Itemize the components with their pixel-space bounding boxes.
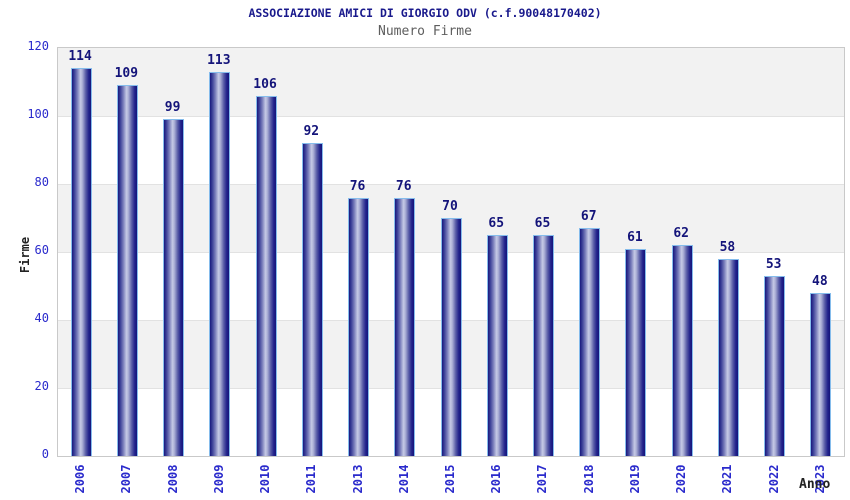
plot-area (57, 47, 845, 457)
xtick-label-2009: 2009 (211, 464, 226, 494)
bar-2020 (671, 245, 693, 456)
xtick-label-2014: 2014 (396, 464, 411, 494)
bar-value-label-2021: 58 (719, 239, 736, 255)
bar-2010 (255, 95, 277, 456)
bar-value-label-2007: 109 (114, 66, 139, 82)
bar-value-label-2011: 92 (303, 124, 320, 140)
xtick-label-2021: 2021 (720, 464, 735, 494)
bar-value-label-2018: 67 (580, 209, 597, 225)
xtick-label-2006: 2006 (73, 464, 88, 494)
ytick-label-120: 120 (27, 39, 49, 53)
ytick-label-80: 80 (34, 175, 49, 189)
bar-2016 (486, 235, 508, 456)
gridline-80 (58, 184, 844, 185)
xtick-label-2018: 2018 (581, 464, 596, 494)
bar-value-label-2010: 106 (253, 76, 277, 92)
bar-value-label-2022: 53 (765, 256, 782, 272)
bar-2008 (163, 119, 185, 456)
bar-2021 (717, 258, 739, 456)
xtick-label-2015: 2015 (443, 464, 457, 494)
bar-2014 (394, 197, 416, 456)
xtick-label-2007: 2007 (119, 464, 134, 494)
ytick-label-60: 60 (34, 243, 49, 257)
xtick-label-2020: 2020 (674, 464, 689, 494)
ytick-label-100: 100 (27, 107, 49, 121)
bar-2019 (625, 248, 647, 456)
bar-value-label-2009: 113 (207, 52, 231, 68)
ytick-label-20: 20 (34, 379, 49, 393)
chart-title: ASSOCIAZIONE AMICI DI GIORGIO ODV (c.f.9… (248, 6, 602, 20)
xtick-label-2010: 2010 (258, 464, 273, 494)
xtick-label-2017: 2017 (535, 464, 550, 494)
bar-2011 (301, 143, 323, 456)
bar-2023 (810, 292, 832, 456)
bar-2006 (70, 68, 92, 456)
bar-value-label-2019: 61 (627, 229, 643, 245)
bar-2018 (579, 228, 601, 456)
bar-value-label-2020: 62 (673, 226, 689, 242)
bar-2007 (116, 85, 138, 456)
bar-value-label-2006: 114 (68, 49, 92, 65)
bar-value-label-2015: 70 (442, 199, 458, 214)
bar-2013 (348, 197, 370, 456)
bar-2009 (209, 71, 231, 456)
bar-2022 (764, 275, 786, 456)
bar-value-label-2023: 48 (812, 273, 828, 289)
chart-subtitle: Numero Firme (378, 24, 472, 39)
bar-value-label-2008: 99 (164, 100, 181, 116)
gridline-100 (58, 116, 844, 117)
x-axis-title: Anno (799, 477, 831, 492)
ytick-label-40: 40 (34, 311, 49, 325)
bar-value-label-2016: 65 (488, 216, 505, 231)
xtick-label-2013: 2013 (350, 464, 365, 494)
ytick-label-0: 0 (41, 447, 49, 461)
bar-value-label-2013: 76 (349, 178, 366, 194)
xtick-label-2019: 2019 (627, 464, 642, 494)
xtick-label-2008: 2008 (165, 464, 180, 494)
bar-2015 (440, 218, 462, 456)
bar-value-label-2014: 76 (395, 178, 412, 194)
xtick-label-2016: 2016 (489, 464, 504, 494)
bar-2017 (532, 235, 554, 456)
bar-value-label-2017: 65 (534, 216, 551, 231)
xtick-label-2022: 2022 (766, 464, 781, 494)
xtick-label-2011: 2011 (304, 464, 319, 494)
